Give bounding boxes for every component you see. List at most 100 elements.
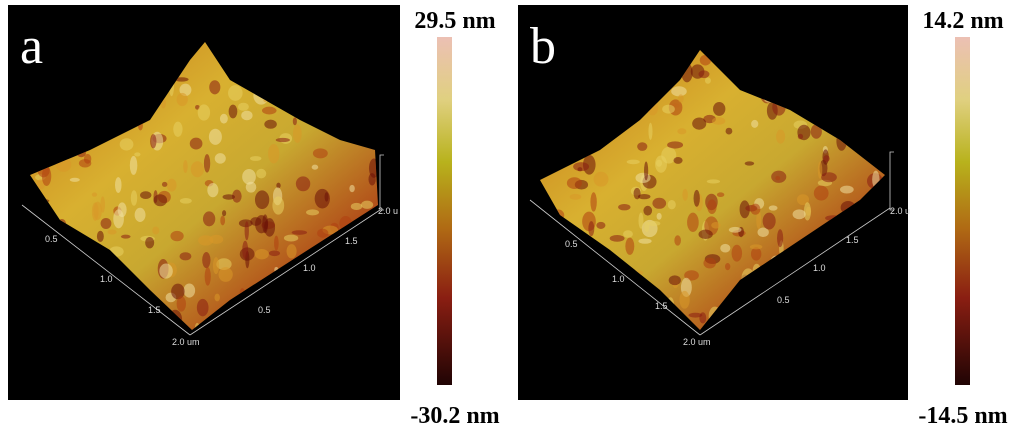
texture-bump [313, 148, 328, 158]
texture-bump [705, 77, 711, 83]
texture-bump [729, 227, 742, 233]
texture-bump [250, 217, 261, 226]
texture-bump [269, 250, 280, 256]
texture-bump [655, 156, 667, 173]
panel-label: a [20, 18, 43, 75]
texture-bump [209, 129, 222, 145]
texture-bump [776, 130, 785, 144]
texture-bump [287, 244, 297, 258]
texture-bump [689, 313, 703, 318]
texture-bump [669, 275, 681, 285]
texture-bump [209, 80, 220, 94]
texture-bump [118, 202, 127, 217]
texture-bump [219, 267, 233, 282]
texture-bump [610, 235, 625, 242]
texture-bump [101, 218, 112, 229]
axis-tick-label: 0.5 [258, 305, 271, 315]
axis-tick-label: 2.0 um [172, 337, 200, 347]
texture-bump [703, 258, 716, 269]
axis-tick-label: 2.0 um [683, 337, 711, 347]
texture-bump [145, 237, 154, 248]
texture-bump [255, 249, 269, 259]
texture-bump [197, 299, 209, 317]
texture-bump [623, 230, 633, 237]
texture-bump [361, 201, 373, 209]
texture-bump [751, 120, 758, 128]
texture-bump [92, 192, 97, 196]
texture-bump [671, 86, 687, 96]
texture-bump [687, 213, 699, 232]
texture-bump [312, 165, 319, 170]
texture-bump [245, 221, 249, 240]
texture-bump [203, 211, 215, 226]
texture-bump [180, 252, 192, 260]
texture-bump [207, 183, 218, 197]
texture-bump [694, 190, 700, 207]
texture-bump [177, 296, 186, 312]
texture-bump [647, 221, 660, 226]
texture-bump [711, 222, 721, 229]
texture-bump [713, 102, 725, 116]
texture-bump [678, 94, 684, 102]
texture-bump [130, 156, 138, 175]
texture-bump [692, 117, 706, 129]
texture-bump [306, 209, 319, 215]
axis-tick-label: 1.0 [813, 263, 826, 273]
texture-bump [284, 235, 298, 242]
texture-bump [793, 209, 806, 219]
scale-min-label: -30.2 nm [410, 403, 499, 429]
texture-bump [707, 199, 717, 214]
texture-bump [638, 194, 650, 199]
texture-bump [262, 107, 277, 115]
texture-bump [667, 141, 683, 148]
axis-tick-label: 1.5 [846, 235, 859, 245]
texture-bump [256, 169, 266, 179]
texture-bump [627, 160, 640, 165]
texture-bump [153, 194, 167, 206]
texture-bump [97, 231, 104, 242]
texture-bump [170, 231, 183, 241]
texture-bump [712, 117, 725, 125]
scale-max-label: 29.5 nm [414, 8, 495, 34]
texture-bump [596, 222, 605, 229]
texture-bump [274, 236, 279, 251]
texture-bump [821, 172, 837, 182]
texture-bump [351, 203, 362, 210]
texture-bump [177, 93, 188, 106]
texture-bump [668, 200, 676, 209]
texture-bump [215, 153, 226, 164]
texture-bump [159, 264, 173, 279]
color-scale-bar [437, 37, 452, 385]
texture-bump [804, 202, 811, 220]
texture-bump [698, 230, 712, 239]
texture-bump [214, 294, 220, 302]
texture-bump [648, 123, 652, 140]
texture-bump [131, 190, 137, 206]
texture-bump [317, 229, 328, 238]
texture-bump [775, 176, 780, 180]
texture-bump [268, 144, 279, 163]
texture-bump [635, 173, 650, 183]
texture-bump [140, 191, 151, 199]
texture-bump [180, 198, 192, 204]
axis-tick-label: 1.5 [655, 301, 668, 311]
texture-bump [276, 138, 290, 142]
texture-bump [70, 178, 80, 182]
texture-bump [679, 291, 689, 309]
texture-bump [202, 252, 210, 268]
texture-bump [241, 111, 252, 121]
panel-label: b [530, 18, 556, 75]
texture-bump [840, 186, 854, 194]
texture-bump [823, 155, 829, 162]
texture-bump [173, 122, 182, 137]
texture-bump [588, 221, 594, 236]
texture-bump [204, 154, 210, 173]
texture-bump [638, 238, 651, 243]
texture-bump [725, 263, 730, 270]
texture-bump [292, 230, 307, 235]
texture-bump [255, 190, 269, 209]
texture-bump [152, 227, 159, 235]
texture-bump [707, 179, 720, 183]
texture-bump [573, 162, 589, 171]
texture-bump [184, 283, 196, 297]
